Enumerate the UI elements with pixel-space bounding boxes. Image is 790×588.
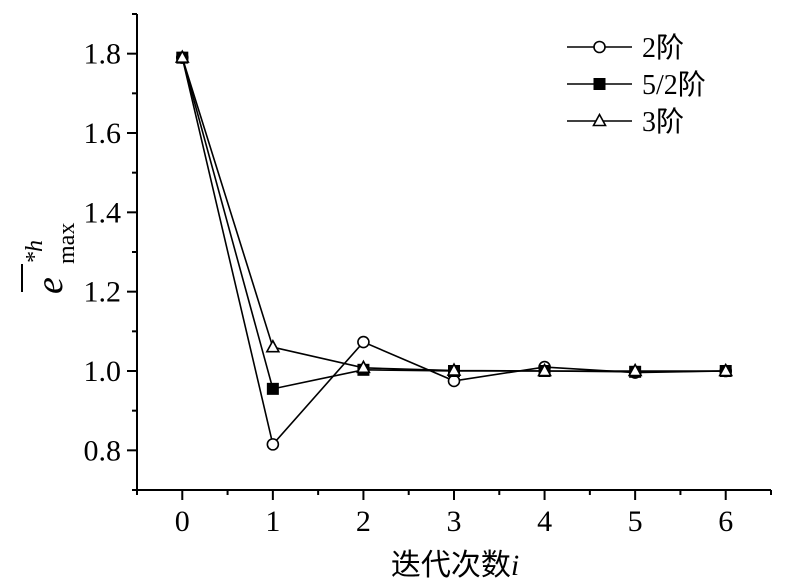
y-tick-label: 0.8 <box>84 434 122 467</box>
legend-marker <box>593 40 606 54</box>
data-point <box>356 359 371 374</box>
y-tick-label: 1.2 <box>84 276 122 309</box>
x-tick-label: 1 <box>265 505 280 538</box>
x-axis-label: 迭代次数 <box>391 549 511 582</box>
series-line <box>181 57 726 372</box>
y-tick-label: 1.8 <box>84 38 122 71</box>
data-point <box>718 362 734 377</box>
legend-label: 2阶 <box>642 32 684 64</box>
data-point <box>447 374 461 388</box>
x-tick-label: 2 <box>356 505 371 538</box>
x-tick-label: 5 <box>628 505 643 538</box>
y-axis-title-superscript: *h <box>22 240 48 264</box>
data-point <box>266 382 279 395</box>
x-tick-label: 0 <box>175 505 190 538</box>
series-2 <box>176 51 732 395</box>
data-point <box>357 335 370 349</box>
y-tick-label: 1.4 <box>84 196 122 229</box>
legend-item: 3阶 <box>567 106 684 138</box>
series-3 <box>174 49 734 377</box>
data-point <box>265 339 281 353</box>
series-layer <box>174 49 734 451</box>
x-tick-label: 3 <box>447 505 462 538</box>
data-point <box>174 49 190 63</box>
legend: 2阶 5/2阶 3阶 <box>567 32 706 138</box>
legend-label: 5/2阶 <box>642 69 706 101</box>
y-axis-title-main: e <box>29 277 71 294</box>
data-point <box>627 362 643 377</box>
y-tick-label: 1.0 <box>84 355 122 388</box>
legend-item: 5/2阶 <box>567 69 706 101</box>
y-axis-title: e *h max <box>21 223 80 294</box>
data-point <box>537 362 552 377</box>
y-axis-title-subscript: max <box>54 223 80 264</box>
x-axis-title: 迭代次数i <box>391 549 519 582</box>
x-tick-label: 4 <box>537 505 552 538</box>
y-tick-label: 1.6 <box>84 117 122 150</box>
x-tick-label: 6 <box>718 505 733 538</box>
data-point <box>446 362 462 376</box>
x-axis-variable: i <box>511 549 519 582</box>
legend-item: 2阶 <box>567 32 684 64</box>
legend-label: 3阶 <box>642 106 684 138</box>
data-point <box>266 438 280 451</box>
axes: 0 1 2 3 4 5 6 0.8 1.0 1.2 1.4 1.6 1.8 <box>84 13 772 538</box>
legend-marker <box>593 78 606 90</box>
legend-marker <box>592 112 607 127</box>
